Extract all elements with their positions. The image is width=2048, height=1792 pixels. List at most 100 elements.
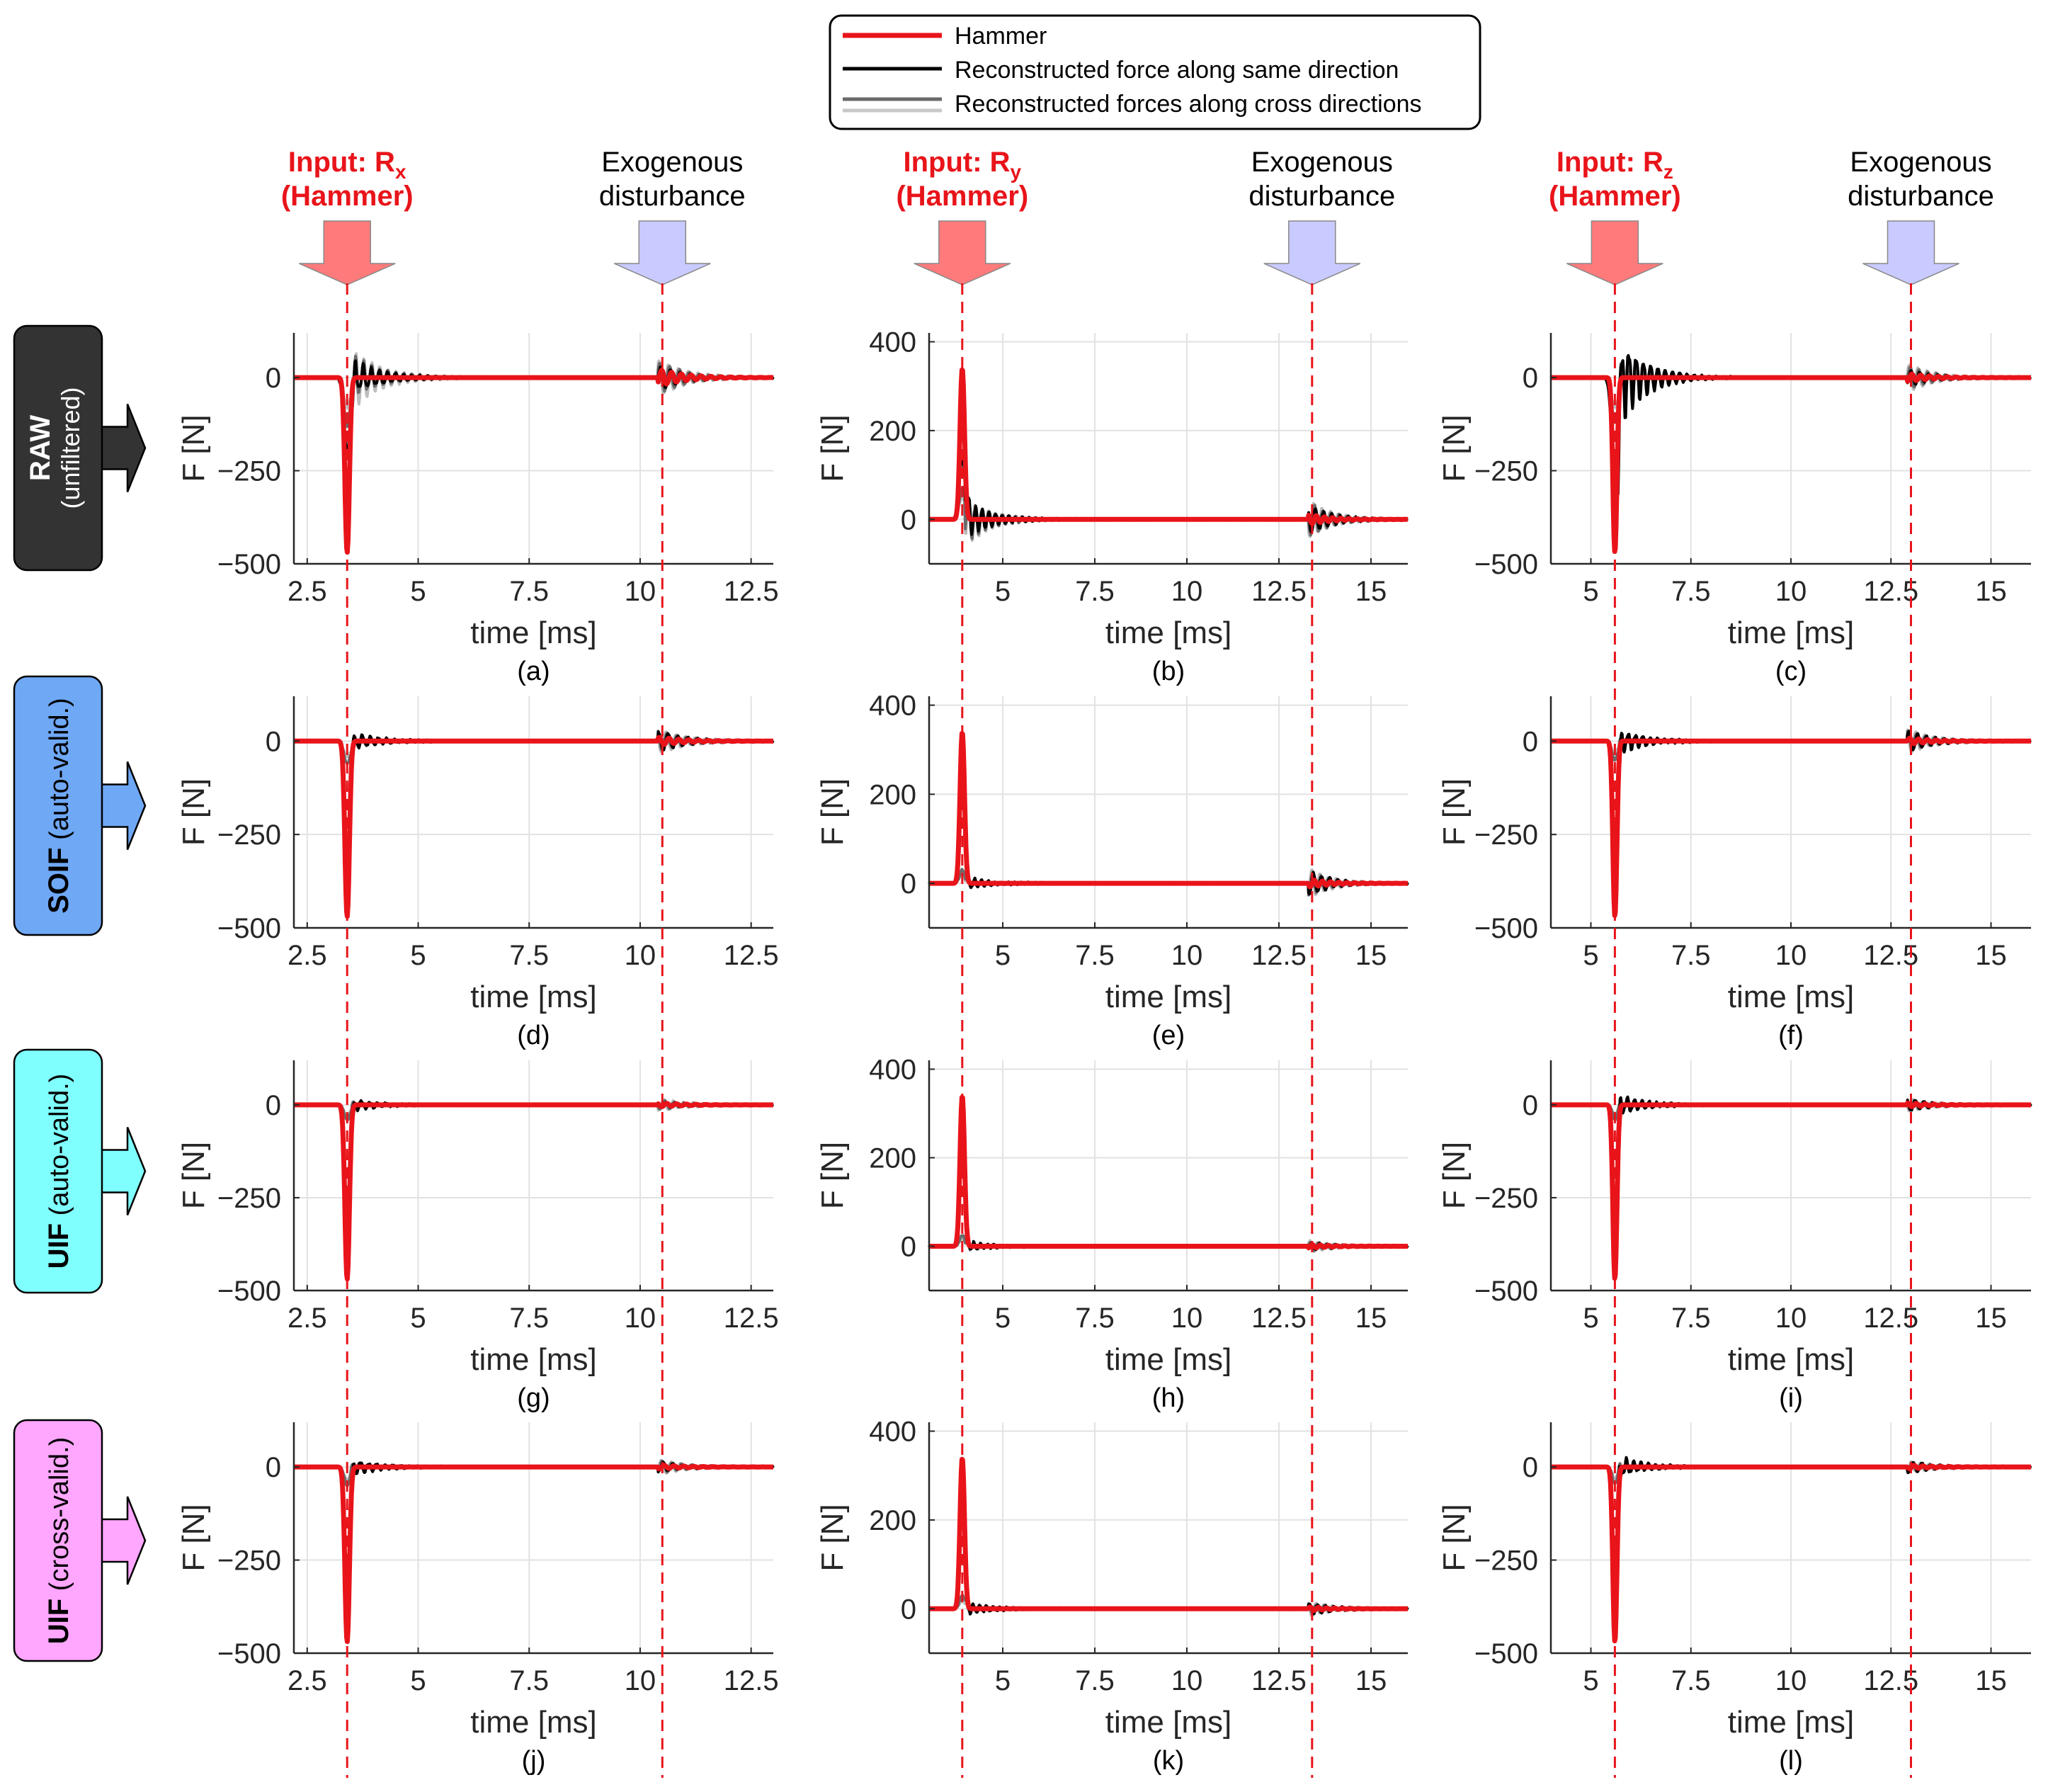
y-tick-label: 0: [266, 726, 281, 757]
panel-d: 2.5 5 7.5 10 12.5 −500 −250 0 time [ms] F [N] (d): [176, 696, 779, 1050]
x-tick-label: 7.5: [1671, 576, 1711, 607]
panel-label: (h): [1152, 1383, 1185, 1413]
row-arrow-icon: [98, 761, 147, 850]
x-tick-label: 10: [1171, 940, 1203, 971]
input-label-line2: (Hammer): [1549, 181, 1681, 212]
x-axis-label: time [ms]: [1728, 980, 1854, 1014]
row-label-bold: SOIF: [43, 847, 74, 913]
x-tick-label: 10: [625, 576, 656, 607]
x-tick-label: 5: [1583, 940, 1598, 971]
x-tick-label: 7.5: [1075, 1303, 1115, 1334]
series-cross-light: [292, 352, 775, 433]
disturbance-label-line2: disturbance: [1248, 181, 1395, 212]
x-tick-label: 15: [1355, 1303, 1387, 1334]
x-axis-label: time [ms]: [470, 616, 596, 650]
x-tick-label: 15: [1355, 940, 1387, 971]
row-label-box: [13, 324, 103, 572]
x-tick-label: 5: [410, 940, 426, 971]
x-tick-label: 2.5: [288, 940, 327, 971]
x-axis-label: time [ms]: [470, 1705, 596, 1740]
disturbance-label-line2: disturbance: [1848, 181, 1994, 212]
x-tick-label: 5: [410, 576, 426, 607]
y-tick-label: 200: [869, 1143, 916, 1174]
x-tick-label: 12.5: [1863, 940, 1918, 971]
legend-box: [829, 14, 1481, 130]
y-axis-label: F [N]: [1437, 778, 1472, 846]
x-tick-label: 10: [625, 940, 656, 971]
y-tick-label: 200: [869, 779, 916, 810]
x-tick-label: 2.5: [288, 1665, 327, 1696]
hammer-arrow-icon: [914, 220, 1011, 285]
panel-a: 2.5 5 7.5 10 12.5 −500 −250 0 time [ms] F [N] (a): [176, 333, 779, 686]
input-subscript: z: [1663, 161, 1673, 183]
disturbance-arrow-icon: [1862, 220, 1959, 285]
series-hammer: [1549, 735, 2033, 919]
y-tick-label: 0: [1523, 1090, 1538, 1121]
y-axis-label: F [N]: [176, 1142, 211, 1209]
panels: 2.5 5 7.5 10 12.5 −500 −250 0 time [ms] F [N] (a) 5…: [176, 327, 2033, 1776]
y-tick-label: 400: [869, 327, 916, 358]
x-axis-label: time [ms]: [1728, 1342, 1854, 1377]
x-tick-label: 10: [1775, 940, 1807, 971]
row-arrow-icon: [98, 1496, 147, 1585]
row-label-text: UIF (cross-valid.): [43, 1437, 74, 1644]
row-label-3: UIF (cross-valid.): [13, 1419, 147, 1662]
series-hammer: [1549, 1463, 2033, 1644]
x-tick-label: 10: [1775, 1303, 1807, 1334]
hammer-arrow-icon: [1566, 220, 1663, 285]
y-tick-label: 0: [901, 1232, 916, 1263]
x-tick-label: 12.5: [1863, 1665, 1918, 1696]
row-label-text: UIF (auto-valid.): [43, 1074, 74, 1269]
y-axis-label: F [N]: [176, 778, 211, 846]
x-axis-label: time [ms]: [470, 1342, 596, 1377]
y-tick-label: 200: [869, 1505, 916, 1536]
y-axis-label: F [N]: [1437, 1142, 1472, 1209]
x-tick-label: 10: [1775, 576, 1807, 607]
disturbance-label: Exogenous: [1251, 147, 1393, 178]
series-hammer: [292, 735, 775, 919]
panel-label: (i): [1779, 1383, 1803, 1413]
panel-label: (d): [517, 1021, 550, 1050]
panel-label: (g): [517, 1383, 550, 1413]
y-tick-label: −250: [217, 1546, 281, 1577]
y-axis-label: F [N]: [1437, 414, 1472, 482]
y-tick-label: −500: [1474, 1276, 1538, 1307]
x-tick-label: 12.5: [1251, 1303, 1307, 1334]
x-tick-label: 12.5: [724, 940, 779, 971]
x-tick-label: 10: [1171, 576, 1203, 607]
series-hammer: [292, 1101, 775, 1282]
panel-b: 5 7.5 10 12.5 15 0 200 400 time [ms] F [N] (b): [815, 327, 1410, 686]
x-tick-label: 5: [1583, 1665, 1598, 1696]
y-tick-label: −500: [217, 1276, 281, 1307]
legend: Hammer Reconstructed force along same di…: [829, 14, 1481, 130]
series-same: [928, 1475, 1409, 1616]
input-subscript: x: [395, 161, 406, 183]
row-label-bold: UIF: [43, 1599, 74, 1644]
row-label-text: SOIF (auto-valid.): [43, 698, 74, 914]
y-tick-label: 400: [869, 691, 916, 722]
y-axis-label: F [N]: [815, 1504, 850, 1571]
x-tick-label: 15: [1355, 576, 1387, 607]
column-headers: Input: Rx(Hammer)ExogenousdisturbanceInp…: [281, 147, 1994, 285]
x-tick-label: 7.5: [1075, 940, 1115, 971]
panel-label: (b): [1152, 657, 1185, 686]
y-tick-label: 0: [901, 504, 916, 535]
x-tick-label: 10: [625, 1665, 656, 1696]
x-tick-label: 10: [1171, 1665, 1203, 1696]
x-tick-label: 12.5: [724, 1303, 779, 1334]
event-lines: [346, 283, 1912, 1778]
hammer-arrow-icon: [298, 220, 396, 285]
y-tick-label: 0: [1523, 726, 1538, 757]
panel-g: 2.5 5 7.5 10 12.5 −500 −250 0 time [ms] F [N] (g): [176, 1060, 779, 1413]
x-tick-label: 7.5: [1671, 940, 1711, 971]
y-tick-label: −250: [1474, 1546, 1538, 1577]
y-tick-label: −250: [1474, 820, 1538, 851]
y-tick-label: −250: [217, 820, 281, 851]
x-tick-label: 5: [410, 1303, 426, 1334]
y-axis-label: F [N]: [176, 1504, 211, 1571]
x-tick-label: 10: [1171, 1303, 1203, 1334]
series-same: [928, 1108, 1409, 1252]
disturbance-arrow-icon: [613, 220, 711, 285]
row-arrow-icon: [98, 404, 147, 492]
